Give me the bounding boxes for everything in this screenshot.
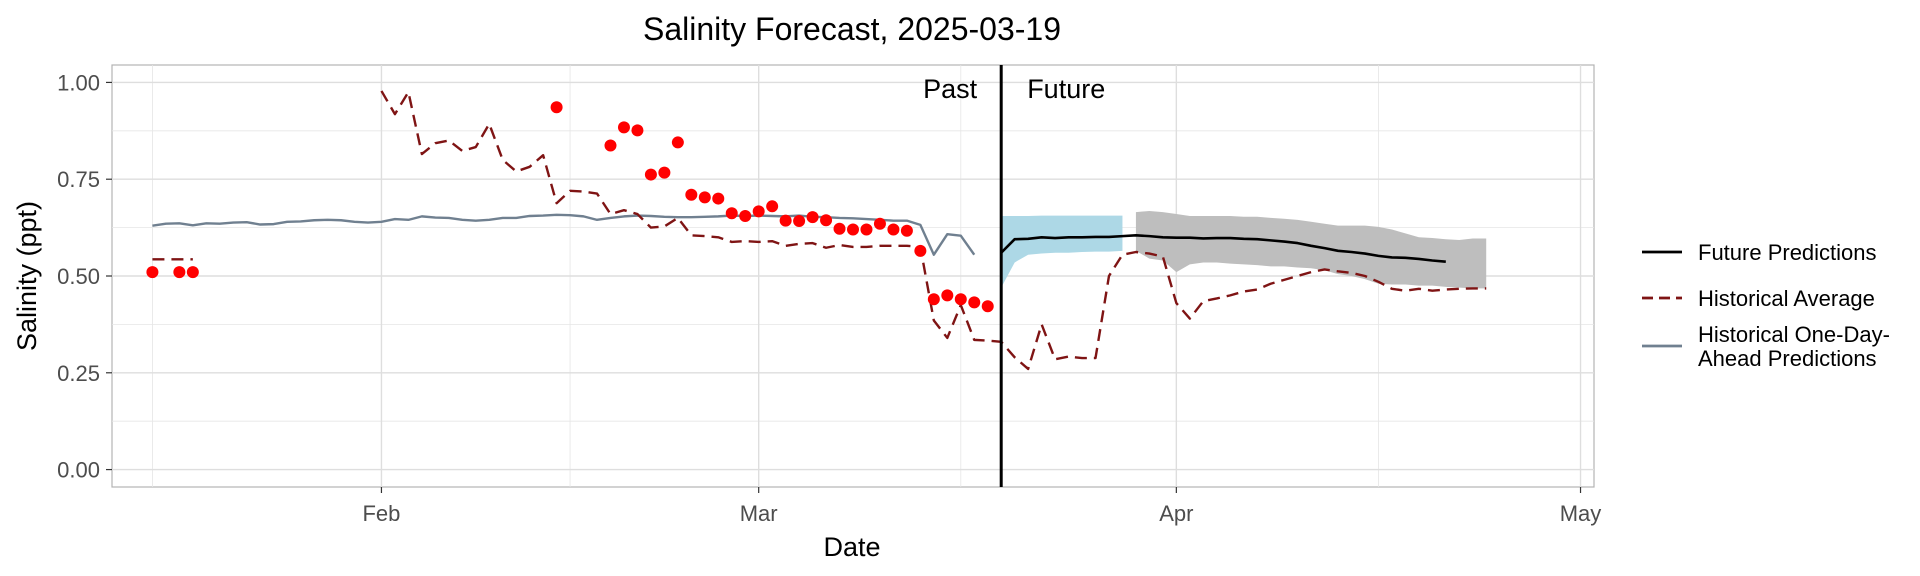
observed-point [860, 223, 873, 236]
observed-point [793, 215, 806, 228]
x-tick-label: Mar [740, 501, 778, 526]
observed-point [644, 168, 657, 181]
uncertainty-bands [1001, 210, 1487, 289]
observed-point [658, 166, 671, 179]
y-tick-label: 0.00 [57, 458, 100, 483]
x-tick-label: May [1560, 501, 1602, 526]
y-axis-ticks: 0.00 0.25 0.50 0.75 1.00 [57, 70, 112, 483]
observed-point [604, 139, 617, 152]
series-lines [152, 90, 1487, 371]
legend: Future Predictions Historical Average Hist… [1642, 240, 1890, 371]
observed-point [712, 192, 725, 205]
uncertainty-band-2 [1135, 210, 1487, 289]
observed-point [873, 217, 886, 230]
observed-point [752, 205, 765, 218]
observed-point [146, 266, 159, 279]
observed-point [671, 136, 684, 149]
y-tick-label: 1.00 [57, 70, 100, 95]
observed-point [820, 214, 833, 227]
observed-point [739, 209, 752, 222]
series-historical-average [380, 90, 1487, 371]
y-tick-label: 0.75 [57, 167, 100, 192]
observed-point [887, 223, 900, 236]
x-tick-label: Apr [1159, 501, 1193, 526]
observed-points [146, 101, 994, 313]
x-axis-title: Date [823, 532, 880, 562]
x-tick-label: Feb [362, 501, 400, 526]
y-tick-label: 0.50 [57, 264, 100, 289]
x-axis-ticks: Feb Mar Apr May [362, 487, 1601, 526]
past-label: Past [923, 74, 978, 104]
legend-label-1: Future Predictions [1698, 240, 1877, 265]
observed-point [631, 124, 644, 137]
observed-point [981, 300, 994, 313]
observed-point [685, 188, 698, 201]
y-tick-label: 0.25 [57, 361, 100, 386]
observed-point [617, 121, 630, 134]
observed-point [941, 289, 954, 302]
observed-point [914, 244, 927, 257]
observed-point [806, 211, 819, 224]
legend-label-2: Historical Average [1698, 286, 1875, 311]
series-historical-one-day-ahead [152, 213, 976, 256]
y-axis-title: Salinity (ppt) [12, 201, 42, 351]
observed-point [698, 191, 711, 204]
legend-label-3: Historical One-Day-Ahead Predictions [1698, 322, 1890, 371]
observed-point [725, 207, 738, 220]
grid-major [112, 65, 1594, 487]
observed-point [847, 223, 859, 236]
observed-point [186, 266, 199, 279]
observed-point [173, 266, 186, 279]
observed-point [833, 222, 846, 235]
observed-point [900, 224, 913, 237]
observed-point [766, 200, 779, 213]
chart-title: Salinity Forecast, 2025-03-19 [643, 11, 1061, 47]
series-future-predictions [1000, 234, 1446, 263]
observed-point [968, 296, 981, 309]
observed-point [927, 293, 940, 306]
future-label: Future [1027, 74, 1105, 104]
observed-point [550, 101, 563, 114]
observed-point [954, 293, 967, 306]
uncertainty-band-1 [1001, 215, 1123, 288]
observed-point [779, 214, 792, 227]
